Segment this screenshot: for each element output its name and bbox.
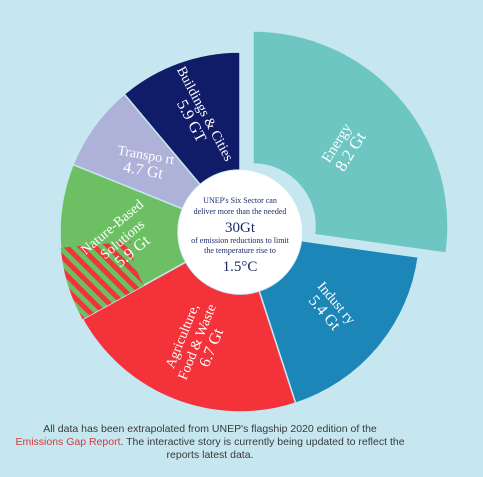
center-circle xyxy=(178,170,302,294)
segment-energy[interactable] xyxy=(252,30,449,254)
emissions-gap-report-link[interactable]: Emissions Gap Report xyxy=(15,436,121,448)
center-line-3: of emission reductions to limit xyxy=(191,236,290,245)
center-line-4: the temperature rise to xyxy=(204,246,276,255)
footer-text-after: . The interactive story is currently bei… xyxy=(120,436,405,461)
value-transport: 4.7 Gt xyxy=(122,159,165,183)
center-line-2: deliver more than the needed xyxy=(194,207,287,216)
label-transport: Transpo rt4.7 Gt xyxy=(113,144,175,185)
center-line-1: UNEP's Six Sector can xyxy=(203,196,277,205)
center-temperature: 1.5°C xyxy=(223,259,258,275)
footer-text-before: All data has been extrapolated from UNEP… xyxy=(43,423,377,435)
chart-center: UNEP's Six Sector can deliver more than … xyxy=(178,170,302,294)
segment-nature-based-hatch xyxy=(60,241,144,320)
center-total: 30Gt xyxy=(225,220,256,236)
footer-note: All data has been extrapolated from UNEP… xyxy=(0,423,420,462)
